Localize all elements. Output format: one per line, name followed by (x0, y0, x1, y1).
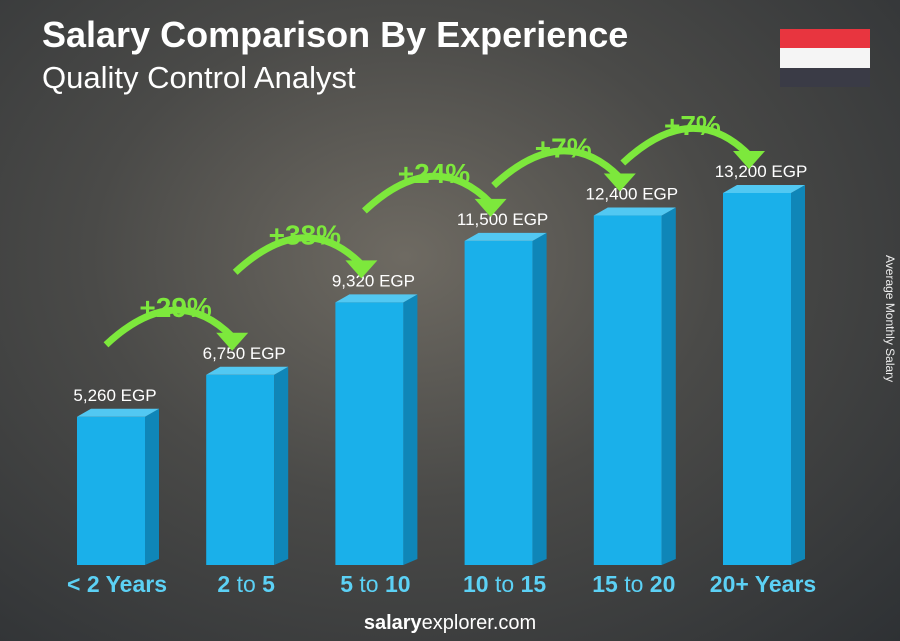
bar-top (335, 294, 418, 303)
value-label: 13,200 EGP (715, 162, 808, 181)
change-indicator: +7% (491, 133, 636, 192)
flag-stripe-black (780, 67, 870, 87)
change-arrow-icon (362, 172, 494, 214)
chart-title: Salary Comparison By Experience (42, 14, 629, 55)
change-indicator: +24% (362, 158, 507, 217)
category-label: 15 to 20 (592, 571, 675, 597)
flag-stripe-red (780, 29, 870, 49)
change-arrow-icon (103, 306, 235, 348)
arrow-head-icon (733, 151, 765, 169)
bar-front (593, 215, 662, 565)
bar-front (723, 193, 791, 565)
arrow-head-icon (345, 260, 378, 279)
bar-front (335, 302, 404, 565)
brand-bold: salary (363, 612, 422, 634)
change-arrow-icon (620, 124, 752, 166)
bar-side (403, 294, 418, 565)
bar (593, 207, 676, 565)
chart-subtitle: Quality Control Analyst (42, 60, 356, 95)
value-label: 11,500 EGP (457, 210, 548, 229)
change-label: +7% (535, 133, 592, 164)
arrow-head-icon (474, 198, 507, 217)
category-label: 20+ Years (710, 571, 816, 597)
change-indicator: +7% (620, 110, 765, 169)
bar-top (206, 366, 289, 375)
bar-top (723, 185, 805, 193)
bar (77, 408, 159, 565)
bar-front (77, 416, 145, 565)
change-label: +24% (398, 158, 470, 189)
change-arrow-icon (491, 147, 623, 189)
category-label: 10 to 15 (463, 571, 546, 597)
brand-regular: explorer.com (421, 612, 537, 634)
change-indicator: +38% (232, 219, 378, 279)
change-label: +29% (139, 292, 211, 323)
bar-top (464, 232, 547, 241)
value-label: 5,260 EGP (73, 386, 156, 405)
bar (464, 232, 547, 565)
footer-brand: salaryexplorer.com (0, 612, 900, 635)
change-label: +7% (664, 110, 721, 141)
category-label: 2 to 5 (217, 571, 275, 597)
flag-stripe-white (780, 48, 870, 68)
bar-front (206, 374, 275, 565)
bar (723, 185, 805, 565)
arrow-head-icon (603, 173, 636, 192)
bar-front (464, 240, 533, 565)
category-label: < 2 Years (67, 571, 167, 597)
y-axis-label: Average Monthly Salary (883, 255, 897, 383)
bar-top (77, 408, 159, 417)
value-label: 9,320 EGP (332, 271, 415, 290)
bar (206, 366, 289, 565)
arrow-head-icon (216, 332, 249, 351)
change-arrow-icon (232, 234, 364, 275)
bar-top (593, 207, 676, 216)
value-label: 6,750 EGP (203, 344, 286, 363)
egypt-flag-icon (780, 29, 870, 87)
category-label: 5 to 10 (340, 571, 410, 597)
change-indicator: +29% (103, 292, 249, 351)
bar-side (274, 366, 289, 565)
bar-side (145, 408, 159, 565)
bar-side (661, 207, 676, 565)
bar-side (532, 232, 547, 565)
value-label: 12,400 EGP (585, 185, 678, 204)
change-label: +38% (269, 219, 341, 250)
bar (335, 294, 418, 565)
bar-side (791, 185, 805, 565)
